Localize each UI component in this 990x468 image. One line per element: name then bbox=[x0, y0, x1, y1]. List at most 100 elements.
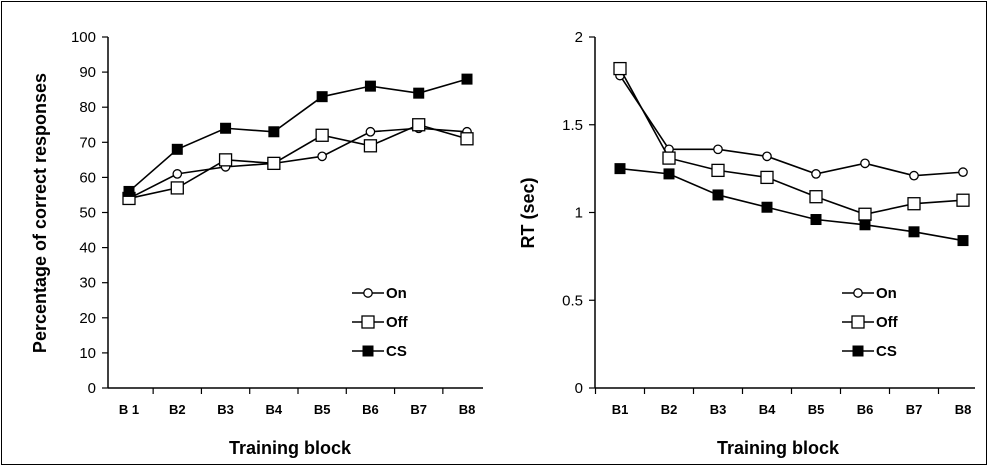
rt-legend-item-on: On bbox=[842, 285, 897, 302]
rt-y-tick-label: 2 bbox=[575, 29, 583, 46]
accuracy-legend-item-on: On bbox=[352, 285, 407, 302]
rt-series-on-point bbox=[762, 151, 772, 162]
accuracy-series-cs-point bbox=[220, 122, 232, 134]
accuracy-legend-marker bbox=[362, 345, 374, 357]
rt-y-axis-label: RT (sec) bbox=[518, 177, 538, 248]
rt-legend-marker bbox=[851, 315, 865, 329]
accuracy-y-tick-label: 0 bbox=[88, 380, 96, 397]
rt-series-off-point bbox=[956, 193, 970, 207]
rt-y-tick-label: 1 bbox=[575, 205, 583, 222]
rt-series-cs-point bbox=[810, 214, 822, 226]
accuracy-x-tick-label: B3 bbox=[217, 402, 234, 417]
accuracy-x-axis-label: Training block bbox=[229, 438, 352, 458]
accuracy-series-on-point bbox=[365, 126, 376, 137]
rt-series-cs-line bbox=[619, 167, 964, 242]
accuracy-legend-label: CS bbox=[386, 343, 407, 360]
accuracy-series-off-point bbox=[218, 153, 233, 167]
rt-series-on-point bbox=[860, 158, 870, 169]
rt-series-cs-point bbox=[712, 189, 724, 201]
rt-x-tick-label: B7 bbox=[906, 402, 923, 417]
rt-legend-label: CS bbox=[876, 343, 897, 360]
accuracy-series-off-point bbox=[267, 156, 281, 171]
rt-series-cs-point bbox=[859, 219, 871, 231]
accuracy-chart: Percentage of correct responses Training… bbox=[30, 29, 483, 458]
accuracy-series-cs-point bbox=[268, 126, 280, 138]
accuracy-y-tick-label: 20 bbox=[79, 310, 96, 327]
rt-legend-label: Off bbox=[876, 314, 899, 331]
accuracy-series-cs-point bbox=[171, 143, 183, 155]
rt-series-off-point bbox=[907, 197, 921, 211]
accuracy-series-off-point bbox=[460, 132, 474, 146]
accuracy-legend-item-cs: CS bbox=[352, 343, 407, 360]
rt-x-tick-label: B6 bbox=[857, 402, 874, 417]
rt-x-tick-label: B4 bbox=[759, 402, 776, 417]
rt-x-axis-label: Training block bbox=[717, 438, 840, 458]
accuracy-y-tick-label: 100 bbox=[71, 29, 96, 46]
rt-series-off-point bbox=[858, 207, 872, 221]
rt-x-tick-label: B1 bbox=[612, 402, 629, 417]
rt-series-off-point bbox=[809, 190, 823, 204]
accuracy-x-tick-label: B4 bbox=[266, 402, 283, 417]
rt-series-cs-point bbox=[663, 168, 675, 180]
rt-series-off-line bbox=[619, 68, 964, 216]
accuracy-series-off-point bbox=[412, 118, 426, 132]
rt-chart: RT (sec) Training block 0 0.5 1 1.5 2 B1 B2 B3… bbox=[518, 29, 975, 458]
accuracy-series-off bbox=[122, 118, 474, 206]
accuracy-series-cs-point bbox=[461, 73, 473, 85]
accuracy-series-off-point bbox=[315, 128, 329, 142]
rt-legend-item-cs: CS bbox=[842, 343, 897, 360]
rt-series-on-point bbox=[958, 167, 968, 177]
accuracy-series-on-point bbox=[317, 151, 327, 162]
accuracy-y-tick-label: 60 bbox=[79, 169, 96, 186]
rt-series-cs-point bbox=[908, 226, 920, 238]
rt-series-off-point bbox=[613, 61, 627, 76]
rt-x-tick-label: B8 bbox=[955, 402, 972, 417]
accuracy-y-tick-label: 10 bbox=[79, 345, 96, 362]
accuracy-series-cs bbox=[123, 73, 473, 197]
rt-series-on-point bbox=[713, 144, 723, 155]
rt-legend-marker bbox=[852, 345, 864, 357]
rt-y-tick-label: 1.5 bbox=[562, 117, 583, 134]
accuracy-y-tick-label: 30 bbox=[79, 275, 96, 292]
rt-legend: On Off CS bbox=[842, 285, 899, 360]
rt-series-on-line bbox=[619, 75, 964, 177]
rt-series-cs bbox=[614, 163, 969, 247]
accuracy-y-tick-label: 80 bbox=[79, 99, 96, 116]
rt-x-tick-label: B5 bbox=[808, 402, 825, 417]
rt-series-off bbox=[613, 61, 970, 221]
rt-y-ticks: 0 0.5 1 1.5 2 bbox=[562, 29, 595, 397]
accuracy-series-off-point bbox=[170, 181, 184, 195]
rt-x-tick-label: B3 bbox=[710, 402, 727, 417]
accuracy-y-tick-label: 40 bbox=[79, 240, 96, 257]
accuracy-y-tick-label: 50 bbox=[79, 205, 96, 222]
accuracy-x-tick-label: B5 bbox=[314, 402, 331, 417]
accuracy-series-off-line bbox=[128, 123, 468, 200]
accuracy-x-ticks: B 1 B2 B3 B4 B5 B6 B7 B8 bbox=[119, 388, 475, 417]
rt-series-cs-point bbox=[761, 201, 773, 213]
rt-series-off-point bbox=[662, 151, 676, 165]
accuracy-x-tick-label: B2 bbox=[169, 402, 186, 417]
accuracy-legend: On Off CS bbox=[352, 285, 409, 360]
rt-y-tick-label: 0.5 bbox=[562, 292, 583, 309]
accuracy-series-cs-point bbox=[364, 80, 376, 92]
accuracy-x-tick-label: B8 bbox=[459, 402, 476, 417]
rt-x-tick-label: B2 bbox=[661, 402, 678, 417]
accuracy-legend-marker bbox=[361, 315, 375, 329]
accuracy-legend-label: On bbox=[386, 285, 407, 302]
accuracy-legend-marker bbox=[363, 288, 373, 298]
rt-series-cs-point bbox=[614, 163, 626, 175]
accuracy-legend-item-off: Off bbox=[352, 314, 409, 331]
accuracy-series bbox=[122, 73, 474, 206]
rt-legend-marker bbox=[853, 288, 863, 298]
accuracy-series-cs-line bbox=[128, 78, 468, 193]
accuracy-series-cs-point bbox=[413, 87, 425, 99]
rt-series-cs-point bbox=[957, 235, 969, 247]
rt-legend-label: On bbox=[876, 285, 897, 302]
rt-y-tick-label: 0 bbox=[575, 380, 583, 397]
accuracy-series-cs-point bbox=[316, 91, 328, 103]
accuracy-series-on-point bbox=[172, 169, 183, 179]
accuracy-y-axis-label: Percentage of correct responses bbox=[30, 73, 50, 353]
accuracy-series-cs-point bbox=[123, 185, 135, 197]
